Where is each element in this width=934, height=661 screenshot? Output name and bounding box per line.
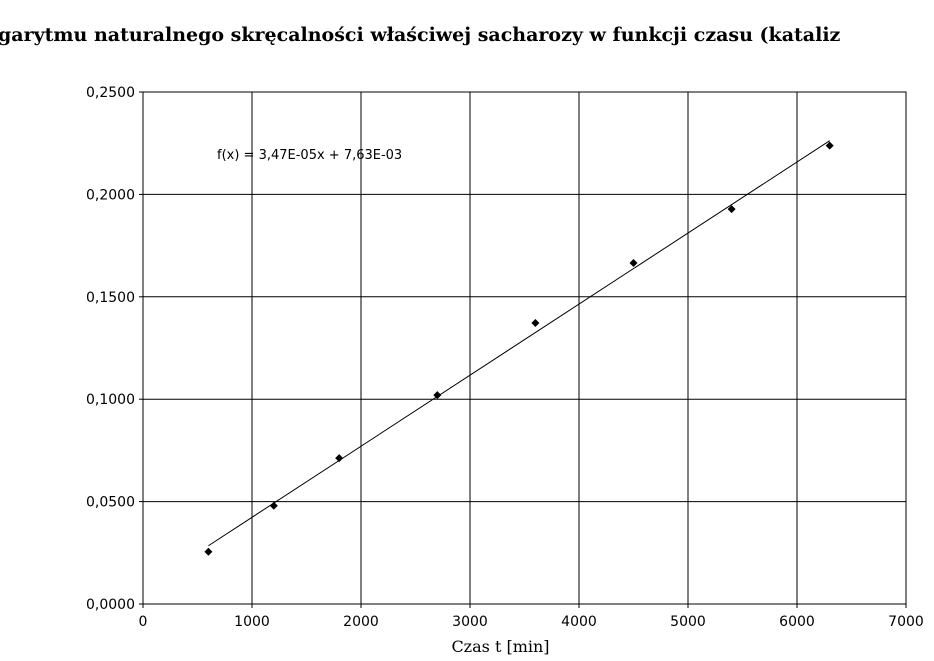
data-point (433, 391, 442, 400)
y-tick-label: 0,0500 (86, 495, 135, 511)
plot-frame (142, 91, 907, 605)
data-point (727, 205, 736, 214)
grid (142, 91, 907, 605)
x-tick-label: 4000 (561, 614, 597, 630)
data-point (825, 141, 834, 150)
x-tick-label: 7000 (888, 614, 924, 630)
x-axis: 0 1000 2000 3000 4000 5000 6000 7000 (139, 604, 924, 630)
y-tick-label: 0,1500 (86, 290, 135, 306)
x-tick-label: 2000 (343, 614, 379, 630)
x-tick-label: 6000 (779, 614, 815, 630)
data-points (204, 141, 834, 556)
data-point (269, 501, 278, 510)
data-point (204, 547, 213, 556)
x-axis-label: Czas t [min] (451, 637, 549, 656)
y-tick-label: 0,2000 (86, 187, 135, 203)
chart-title: garytmu naturalnego skręcalności właściw… (0, 24, 841, 46)
y-tick-label: 0,2500 (86, 85, 135, 101)
data-point (531, 319, 540, 328)
y-tick-label: 0,0000 (86, 597, 135, 613)
x-tick-label: 1000 (234, 614, 270, 630)
y-axis: 0,0000 0,0500 0,1000 0,1500 0,2000 0,2500 (86, 85, 143, 613)
data-point (629, 259, 638, 268)
y-tick-label: 0,1000 (86, 392, 135, 408)
x-tick-label: 5000 (670, 614, 706, 630)
trendline-equation: f(x) = 3,47E-05x + 7,63E-03 (217, 148, 402, 163)
x-tick-label: 3000 (452, 614, 488, 630)
data-point (335, 454, 344, 463)
x-tick-label: 0 (139, 614, 148, 630)
trendline (208, 140, 830, 547)
